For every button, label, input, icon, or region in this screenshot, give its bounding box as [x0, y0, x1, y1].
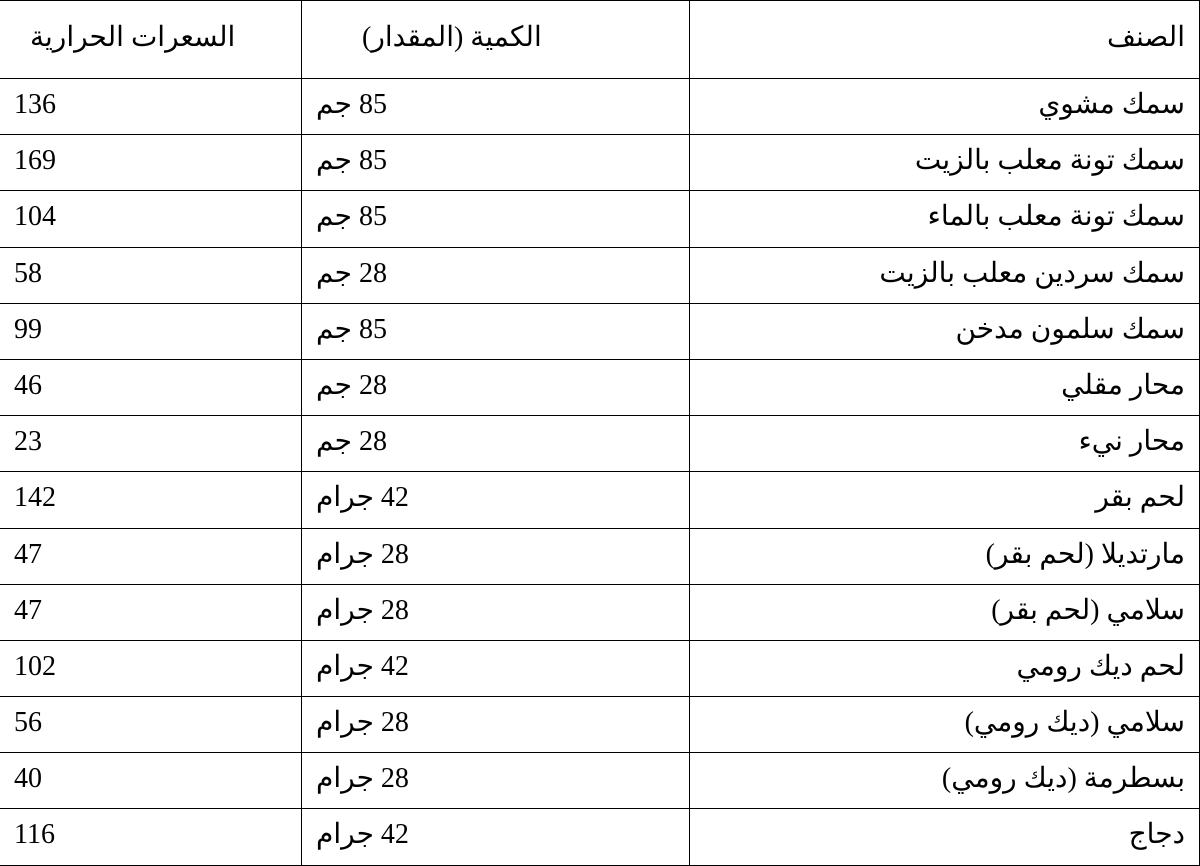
cell-item: سمك سلمون مدخن: [690, 303, 1200, 359]
cell-item: محار نيء: [690, 416, 1200, 472]
cell-quantity: 85 جم: [302, 135, 690, 191]
col-header-item: الصنف: [690, 1, 1200, 79]
cell-calories: 142: [0, 472, 302, 528]
cell-calories: 102: [0, 640, 302, 696]
table-row: لحم ديك رومي42 جرام102: [0, 640, 1200, 696]
table-row: سمك سردين معلب بالزيت28 جم58: [0, 247, 1200, 303]
cell-quantity: 28 جم: [302, 247, 690, 303]
cell-item: محار مقلي: [690, 359, 1200, 415]
cell-item: مارتديلا (لحم بقر): [690, 528, 1200, 584]
cell-item: بسطرمة (ديك رومي): [690, 753, 1200, 809]
cell-item: سمك تونة معلب بالماء: [690, 191, 1200, 247]
cell-calories: 56: [0, 697, 302, 753]
header-row: الصنف الكمية (المقدار) السعرات الحرارية: [0, 1, 1200, 79]
table-row: سمك مشوي85 جم136: [0, 79, 1200, 135]
cell-item: لحم بقر: [690, 472, 1200, 528]
cell-calories: 169: [0, 135, 302, 191]
cell-item: سلامي (ديك رومي): [690, 697, 1200, 753]
cell-calories: 47: [0, 584, 302, 640]
cell-item: لحم ديك رومي: [690, 640, 1200, 696]
cell-quantity: 85 جم: [302, 303, 690, 359]
cell-quantity: 85 جم: [302, 191, 690, 247]
cell-quantity: 28 جم: [302, 416, 690, 472]
cell-quantity: 28 جرام: [302, 753, 690, 809]
cell-quantity: 42 جرام: [302, 809, 690, 865]
table-row: لحم بقر42 جرام142: [0, 472, 1200, 528]
table-row: مارتديلا (لحم بقر)28 جرام47: [0, 528, 1200, 584]
table-row: محار نيء28 جم23: [0, 416, 1200, 472]
page: الصنف الكمية (المقدار) السعرات الحرارية …: [0, 0, 1200, 743]
table-body: سمك مشوي85 جم136سمك تونة معلب بالزيت85 ج…: [0, 79, 1200, 866]
cell-calories: 104: [0, 191, 302, 247]
table-row: سمك تونة معلب بالماء85 جم104: [0, 191, 1200, 247]
cell-item: دجاج: [690, 809, 1200, 865]
cell-quantity: 28 جرام: [302, 584, 690, 640]
cell-calories: 116: [0, 809, 302, 865]
table-row: سمك تونة معلب بالزيت85 جم169: [0, 135, 1200, 191]
cell-quantity: 85 جم: [302, 79, 690, 135]
cell-quantity: 28 جرام: [302, 528, 690, 584]
cell-quantity: 42 جرام: [302, 640, 690, 696]
cell-item: سلامي (لحم بقر): [690, 584, 1200, 640]
table-head: الصنف الكمية (المقدار) السعرات الحرارية: [0, 1, 1200, 79]
cell-quantity: 28 جرام: [302, 697, 690, 753]
table-row: سلامي (لحم بقر)28 جرام47: [0, 584, 1200, 640]
col-header-quantity: الكمية (المقدار): [302, 1, 690, 79]
table-row: دجاج42 جرام116: [0, 809, 1200, 865]
cell-calories: 47: [0, 528, 302, 584]
table-row: سمك سلمون مدخن85 جم99: [0, 303, 1200, 359]
cell-calories: 40: [0, 753, 302, 809]
cell-calories: 136: [0, 79, 302, 135]
cell-calories: 58: [0, 247, 302, 303]
cell-item: سمك تونة معلب بالزيت: [690, 135, 1200, 191]
cell-item: سمك سردين معلب بالزيت: [690, 247, 1200, 303]
cell-calories: 99: [0, 303, 302, 359]
table-row: سلامي (ديك رومي)28 جرام56: [0, 697, 1200, 753]
cell-quantity: 42 جرام: [302, 472, 690, 528]
table-row: بسطرمة (ديك رومي)28 جرام40: [0, 753, 1200, 809]
cell-calories: 23: [0, 416, 302, 472]
calorie-table: الصنف الكمية (المقدار) السعرات الحرارية …: [0, 0, 1200, 866]
cell-quantity: 28 جم: [302, 359, 690, 415]
table-row: محار مقلي28 جم46: [0, 359, 1200, 415]
cell-item: سمك مشوي: [690, 79, 1200, 135]
cell-calories: 46: [0, 359, 302, 415]
col-header-calories: السعرات الحرارية: [0, 1, 302, 79]
